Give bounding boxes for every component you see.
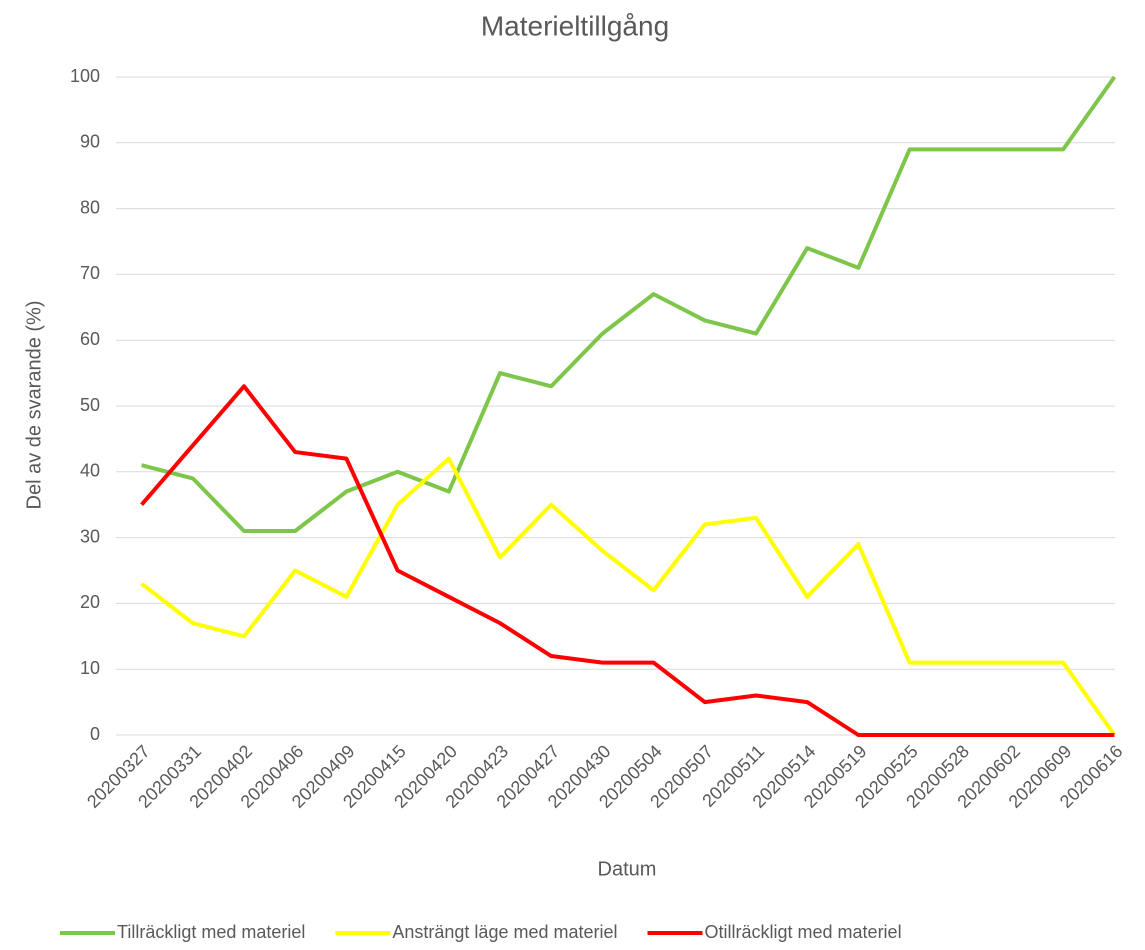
series-line [140, 384, 1115, 737]
series-line [140, 456, 1117, 737]
y-tick-label: 90 [80, 132, 100, 152]
series-line [141, 75, 1117, 534]
y-tick-label: 50 [80, 395, 100, 415]
y-tick-label: 100 [70, 66, 100, 86]
legend-label: Ansträngt läge med materiel [392, 922, 617, 942]
y-tick-label: 0 [90, 724, 100, 744]
y-tick-label: 40 [80, 461, 100, 481]
y-tick-label: 70 [80, 263, 100, 283]
y-tick-label: 60 [80, 329, 100, 349]
y-tick-label: 10 [80, 658, 100, 678]
y-axis-title: Del av de svarande (%) [23, 301, 45, 510]
y-tick-label: 20 [80, 592, 100, 612]
chart-title: Materieltillgång [481, 10, 669, 41]
y-tick-label: 30 [80, 526, 100, 546]
x-axis-title: Datum [598, 858, 657, 880]
legend-label: Tillräckligt med materiel [117, 922, 305, 942]
legend-label: Otillräckligt med materiel [705, 922, 902, 942]
y-tick-label: 80 [80, 197, 100, 217]
